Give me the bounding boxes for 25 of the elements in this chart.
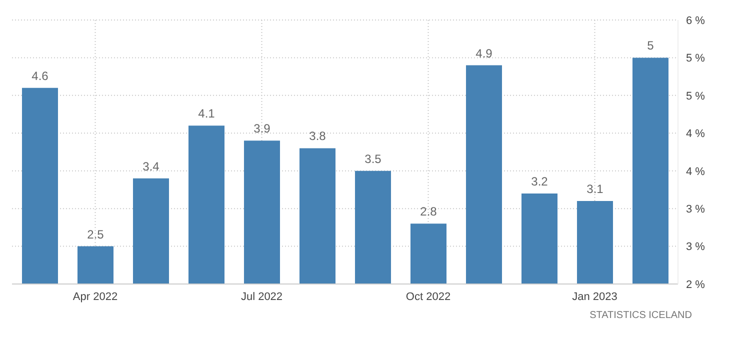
data-label: 3.1	[586, 182, 604, 196]
data-label: 3.8	[309, 129, 326, 144]
data-label: 4.9	[476, 46, 493, 60]
data-label: 3.4	[142, 159, 160, 174]
y-tick-label: 4 %	[686, 128, 706, 140]
data-label: 3.9	[254, 122, 271, 136]
x-tick-label: Jan 2023	[572, 290, 618, 303]
x-tick-label: Oct 2022	[406, 290, 451, 303]
y-tick-label: 5 %	[686, 90, 706, 102]
data-label: 4.6	[32, 68, 49, 83]
y-tick-label: 6 %	[686, 14, 706, 27]
data-label: 2.5	[87, 227, 104, 242]
text: STATISTICS ICELAND	[590, 310, 692, 321]
data-label: 3.5	[364, 152, 382, 166]
data-label: 5	[647, 38, 654, 53]
y-tick-label: 2 %	[686, 278, 706, 291]
x-tick-label: Jul 2022	[240, 290, 283, 303]
x-tick-label: Apr 2022	[72, 290, 118, 303]
data-label: 4.1	[198, 106, 216, 121]
y-tick-label: 3 %	[686, 241, 706, 254]
y-tick-label: 5 %	[686, 52, 706, 65]
y-tick-label: 3 %	[686, 203, 706, 216]
y-tick-label: 4 %	[686, 166, 706, 178]
data-label: 2.8	[420, 204, 438, 219]
data-label: 3.2	[531, 174, 548, 188]
